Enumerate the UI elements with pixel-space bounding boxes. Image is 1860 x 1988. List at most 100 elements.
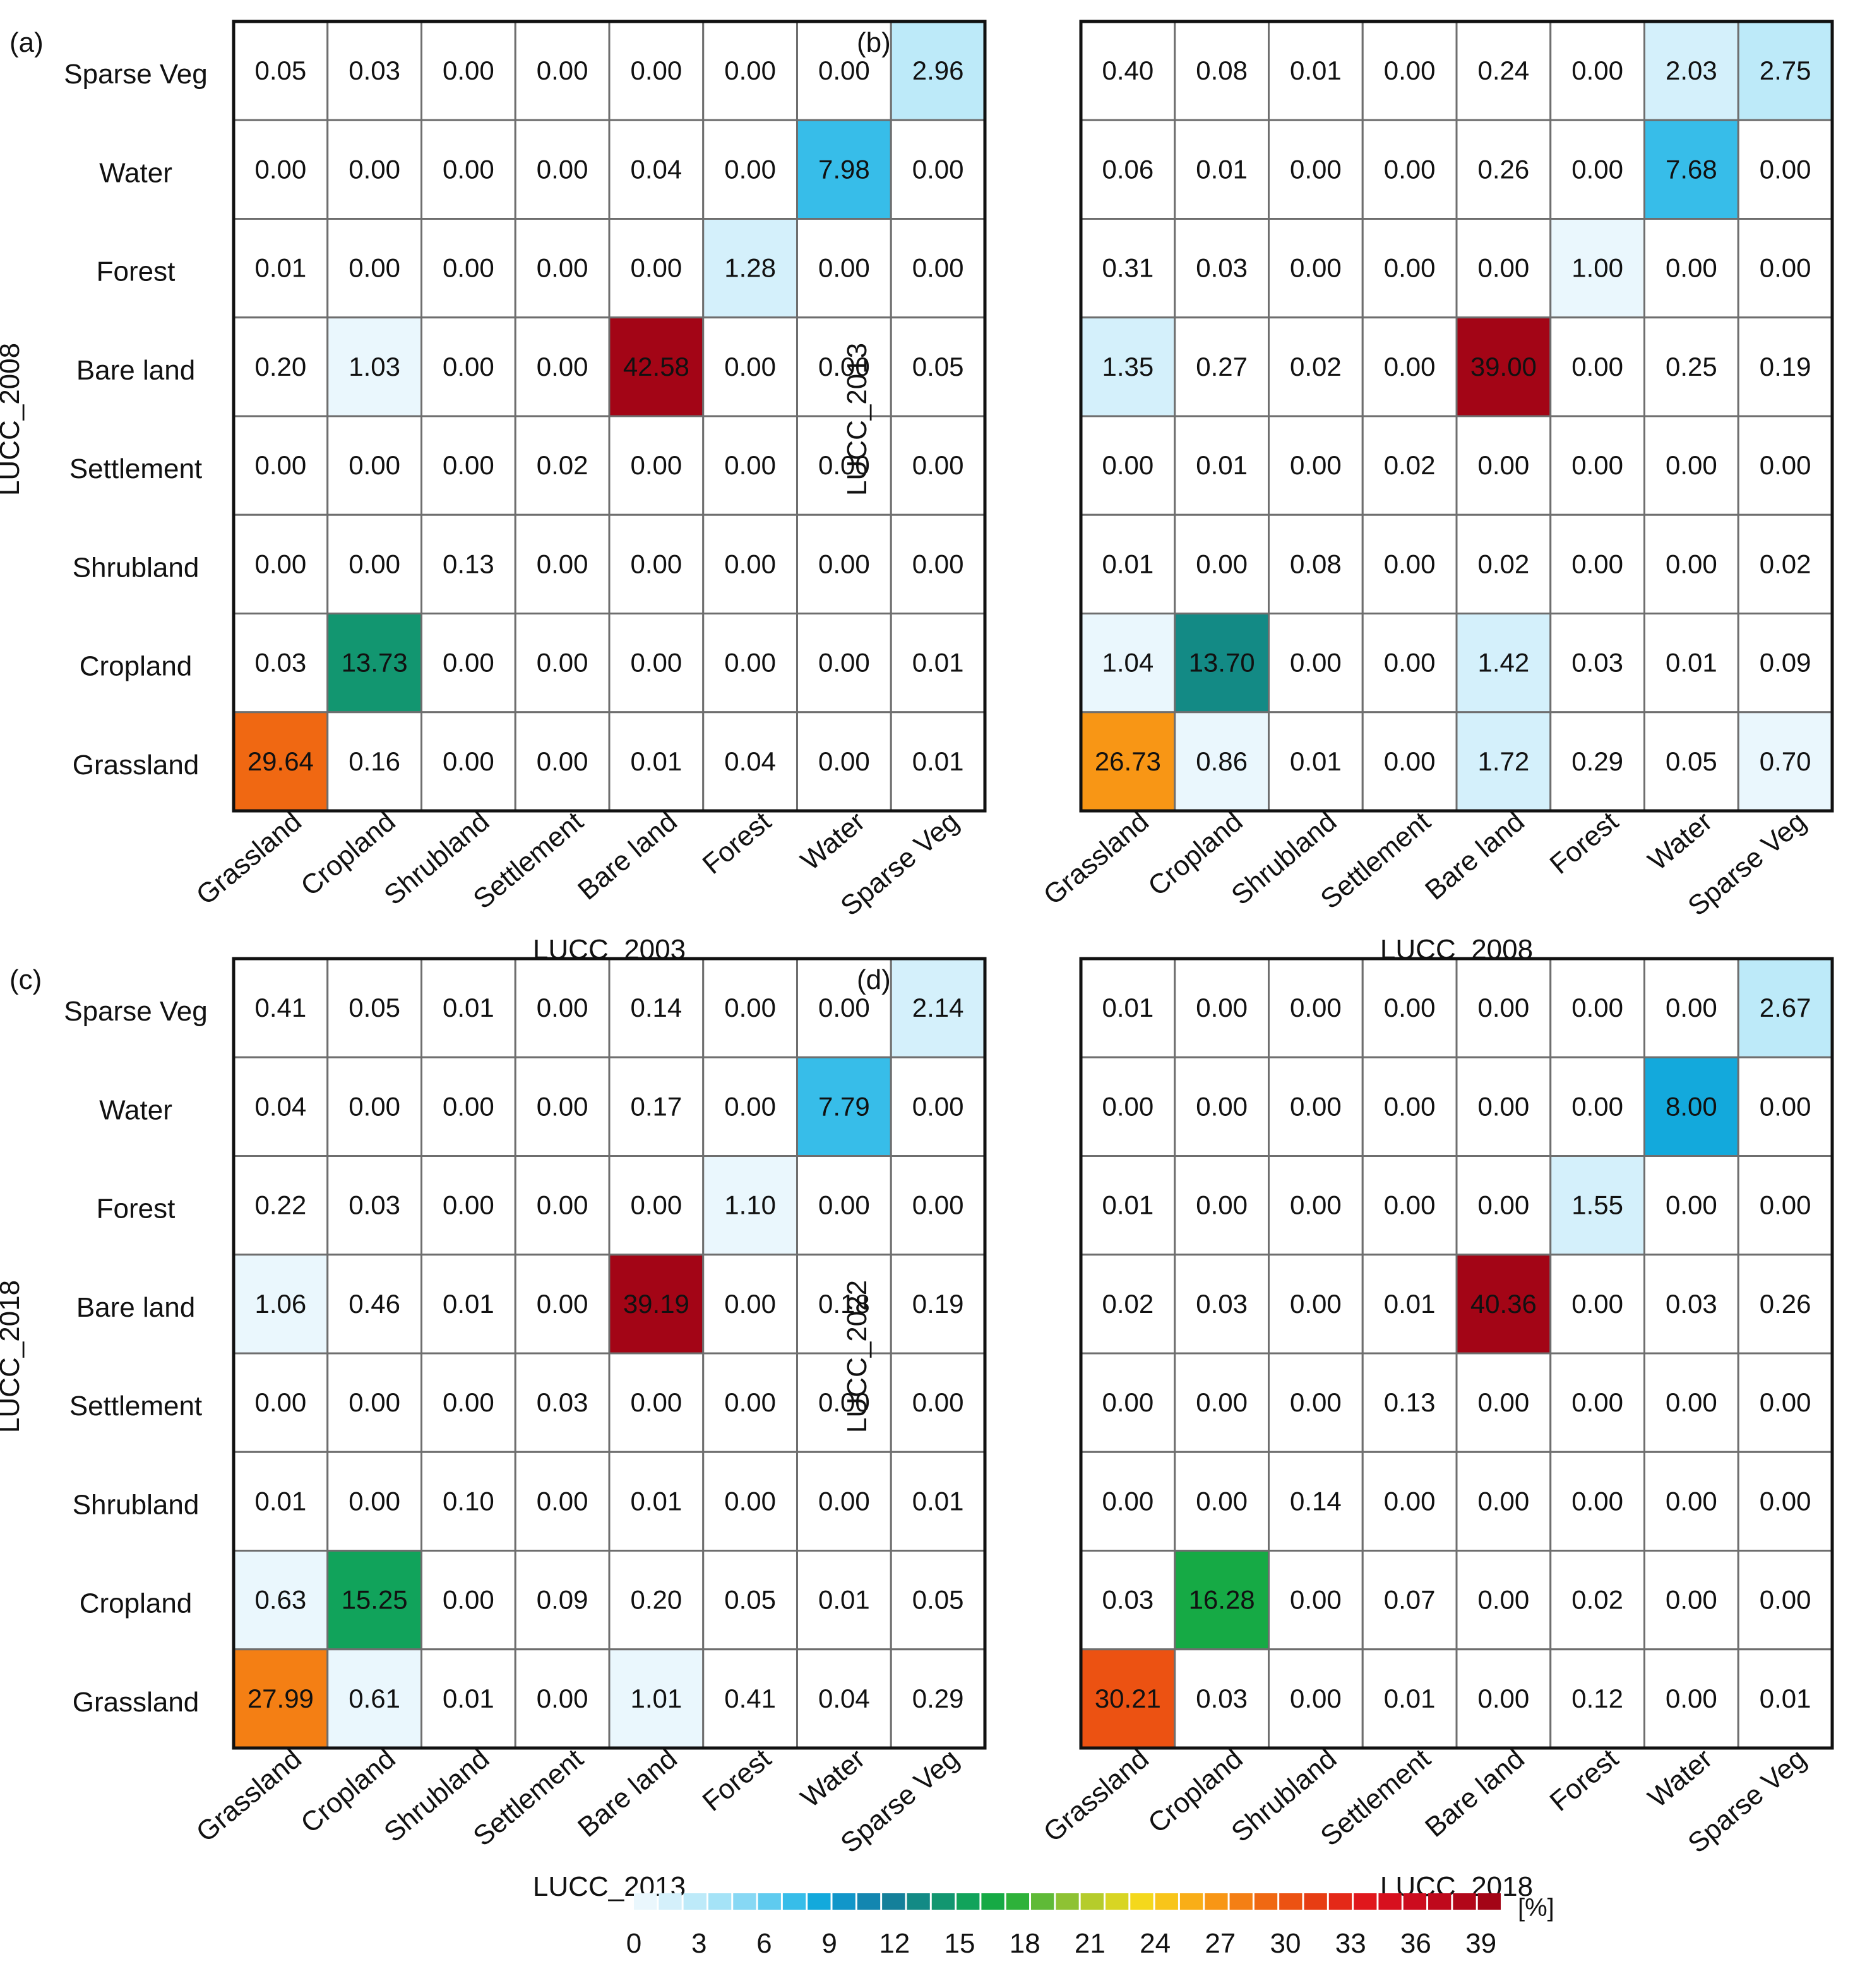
cell-value: 0.26 — [1478, 154, 1530, 184]
colorbar-segment — [1155, 1893, 1178, 1910]
heatmap-cell — [1361, 20, 1458, 121]
cell-value: 0.19 — [912, 1289, 964, 1319]
cell-value: 7.79 — [818, 1091, 870, 1121]
cell-value: 0.00 — [537, 648, 588, 678]
cell-value: 0.05 — [912, 1585, 964, 1615]
cell-value: 0.00 — [912, 1387, 964, 1417]
colorbar-segment — [1354, 1893, 1377, 1910]
heatmap-cell — [326, 613, 422, 714]
cell-value: 0.00 — [1290, 1190, 1342, 1220]
colorbar-tick-label: 9 — [821, 1928, 837, 1959]
cell-value: 7.98 — [818, 154, 870, 184]
cell-value: 42.58 — [623, 352, 689, 381]
colorbar-segment — [857, 1893, 881, 1910]
colorbar-segment — [1205, 1893, 1228, 1910]
cell-value: 0.03 — [349, 1190, 400, 1220]
cell-value: 0.00 — [724, 648, 776, 678]
heatmap-cell — [608, 218, 705, 319]
y-axis-title: LUCC_2008 — [0, 343, 25, 496]
cell-value: 0.09 — [1760, 648, 1811, 678]
column-tick-label: Grassland — [191, 806, 307, 911]
cell-value: 0.00 — [1384, 352, 1436, 381]
cell-value: 0.00 — [1760, 1387, 1811, 1417]
heatmap-cell — [1361, 1648, 1458, 1749]
colorbar-tick-label: 12 — [879, 1928, 910, 1959]
heatmap-cell — [420, 1254, 516, 1355]
heatmap-cell — [1643, 613, 1739, 714]
cell-value: 0.61 — [349, 1684, 400, 1713]
cell-value: 0.00 — [724, 1091, 776, 1121]
heatmap-cell — [1361, 218, 1458, 319]
y-axis-title: LUCC_2018 — [0, 1280, 25, 1433]
cell-value: 0.01 — [818, 1585, 870, 1615]
cell-value: 0.01 — [1102, 993, 1154, 1022]
cell-value: 0.00 — [1478, 1387, 1530, 1417]
heatmap-cell — [1174, 513, 1270, 614]
cell-value: 0.00 — [255, 1387, 307, 1417]
cell-value: 0.02 — [1290, 352, 1342, 381]
heatmap-cell — [514, 1648, 611, 1749]
cell-value: 1.35 — [1102, 352, 1154, 381]
heatmap-cell — [1080, 513, 1176, 614]
cell-value: 1.10 — [724, 1190, 776, 1220]
row-tick-label: Sparse Veg — [64, 996, 208, 1027]
heatmap-cell — [702, 957, 798, 1058]
cell-value: 0.27 — [1196, 352, 1248, 381]
heatmap-cell — [796, 316, 892, 417]
cell-value: 0.24 — [1478, 56, 1530, 85]
cell-value: 1.00 — [1571, 253, 1623, 283]
grid-frame — [1079, 20, 1834, 813]
heatmap-cell — [514, 1352, 611, 1453]
cell-value: 0.01 — [1196, 154, 1248, 184]
heatmap-cell — [890, 20, 986, 121]
cell-value: 0.08 — [1290, 549, 1342, 578]
heatmap-cell — [1080, 711, 1176, 812]
cell-value: 13.70 — [1189, 648, 1255, 678]
row-tick-label: Forest — [97, 256, 176, 287]
cell-value: 0.00 — [724, 993, 776, 1022]
heatmap-cell — [1643, 316, 1739, 417]
heatmap-cell — [326, 1155, 422, 1256]
heatmap-cell — [796, 415, 892, 516]
cell-value: 0.01 — [631, 746, 683, 776]
cell-value: 0.00 — [912, 1190, 964, 1220]
cell-value: 0.03 — [1666, 1289, 1717, 1319]
cell-value: 0.01 — [255, 253, 307, 283]
column-tick-label: Forest — [1544, 806, 1625, 880]
heatmap-cell — [1268, 1155, 1364, 1256]
row-tick-label: Sparse Veg — [64, 59, 208, 90]
cell-value: 2.03 — [1666, 56, 1717, 85]
colorbar-tick-label: 33 — [1335, 1928, 1366, 1959]
cell-value: 0.00 — [1666, 1585, 1717, 1615]
cell-value: 0.00 — [631, 549, 683, 578]
cell-value: 0.01 — [1102, 549, 1154, 578]
cell-value: 0.00 — [537, 154, 588, 184]
heatmap-cell — [232, 711, 329, 812]
cell-value: 0.00 — [1290, 1684, 1342, 1713]
cell-value: 0.00 — [1571, 549, 1623, 578]
cell-value: 0.14 — [631, 993, 683, 1022]
heatmap-cell — [702, 119, 798, 220]
cell-value: 0.01 — [1384, 1684, 1436, 1713]
cell-value: 0.00 — [1760, 1585, 1811, 1615]
cell-value: 0.00 — [1478, 450, 1530, 480]
cell-value: 0.00 — [443, 1387, 494, 1417]
cell-value: 0.10 — [443, 1486, 494, 1516]
row-tick-label: Water — [99, 157, 172, 188]
row-tick-label: Shrubland — [73, 552, 200, 583]
cell-value: 0.03 — [1196, 253, 1248, 283]
cell-value: 0.01 — [631, 1486, 683, 1516]
cell-value: 2.96 — [912, 56, 964, 85]
heatmap-cell — [1737, 957, 1833, 1058]
heatmap-cell — [1361, 1155, 1458, 1256]
cell-value: 27.99 — [247, 1684, 314, 1713]
heatmap-cell — [1080, 1352, 1176, 1453]
cell-value: 0.29 — [1571, 746, 1623, 776]
cell-value: 1.04 — [1102, 648, 1154, 678]
cell-value: 1.01 — [631, 1684, 683, 1713]
column-tick-label: Forest — [697, 1743, 777, 1817]
cell-value: 0.00 — [1478, 993, 1530, 1022]
cell-value: 0.08 — [1196, 56, 1248, 85]
heatmap-cell — [796, 711, 892, 812]
